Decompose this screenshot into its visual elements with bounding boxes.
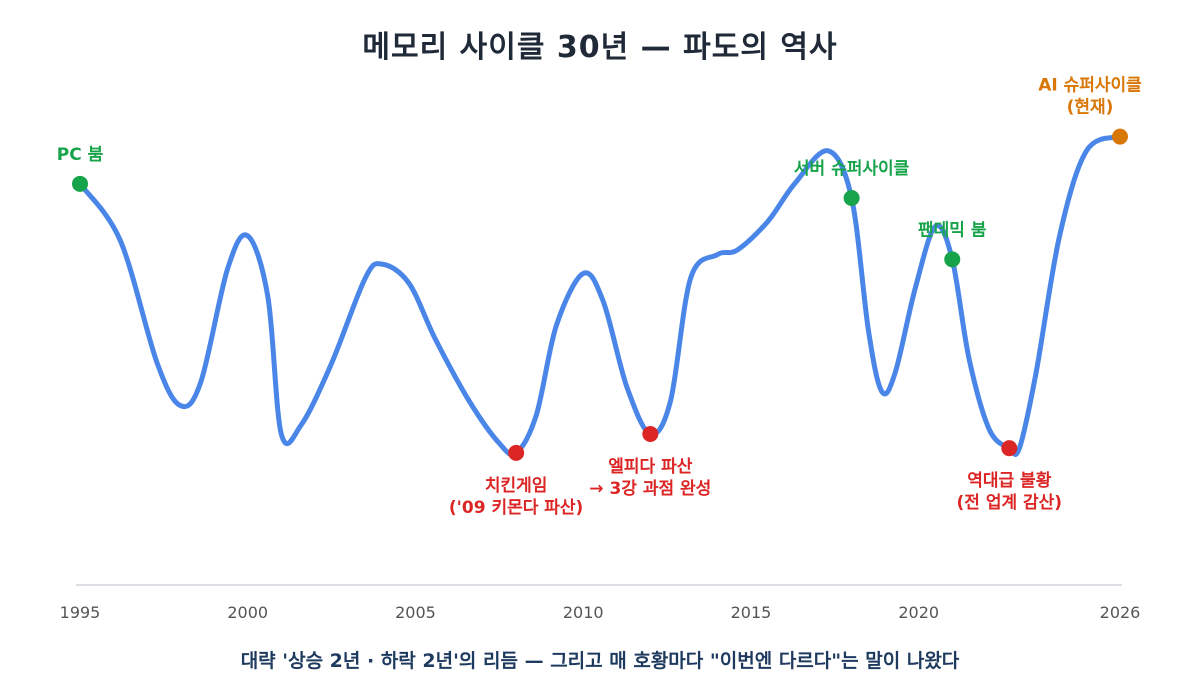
trough-annotation-label: → 3강 과점 완성 <box>589 479 711 499</box>
peak-marker <box>72 175 88 192</box>
trough-marker <box>1001 440 1018 457</box>
trough-annotation-label: 엘피다 파산 <box>608 457 692 477</box>
current-marker <box>1112 128 1128 145</box>
annotation-markers <box>72 128 1128 461</box>
trough-annotation-label: 역대급 불황 <box>967 471 1051 491</box>
x-tick-label: 2026 <box>1100 603 1141 622</box>
chart-caption: 대략 '상승 2년 · 하락 2년'의 리듬 — 그리고 매 호황마다 "이번엔… <box>240 650 960 672</box>
trough-annotation-label: (전 업계 감산) <box>957 493 1063 513</box>
peak-annotation-label: 서버 슈퍼사이클 <box>794 159 910 179</box>
x-tick-label: 2005 <box>395 603 436 622</box>
x-tick-label: 2020 <box>898 603 939 622</box>
trough-marker <box>642 426 659 442</box>
peak-annotation-label: PC 붐 <box>57 145 104 165</box>
peak-marker <box>944 251 961 268</box>
peak-marker <box>843 190 860 206</box>
trough-marker <box>508 444 525 461</box>
x-tick-labels: 1995 2000 2005 2010 2015 2020 2026 <box>60 603 1141 622</box>
trough-annotation-label: ('09 키몬다 파산) <box>449 498 583 518</box>
current-annotation-label: (현재) <box>1067 98 1114 118</box>
current-annotation-label: AI 슈퍼사이클 <box>1038 76 1142 96</box>
series-line <box>77 134 1123 458</box>
x-tick-label: 1995 <box>60 603 101 622</box>
x-tick-label: 2000 <box>227 603 268 622</box>
chart-title: 메모리 사이클 30년 — 파도의 역사 <box>362 30 838 65</box>
x-tick-label: 2010 <box>563 603 604 622</box>
trough-annotation-label: 치킨게임 <box>485 475 548 496</box>
peak-annotation-label: 팬데믹 붐 <box>918 220 987 240</box>
x-tick-label: 2015 <box>731 603 772 622</box>
